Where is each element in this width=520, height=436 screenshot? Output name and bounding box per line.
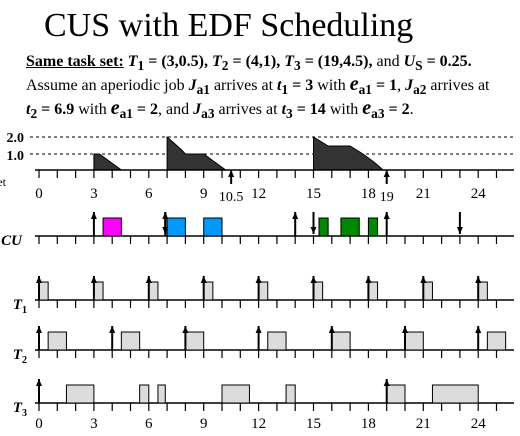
budget-tick-label: 0 bbox=[35, 186, 43, 202]
job-box bbox=[331, 331, 351, 351]
release-arrow-head bbox=[383, 212, 390, 219]
release-arrow-head bbox=[90, 276, 97, 283]
bottom-tick-label: 0 bbox=[35, 416, 43, 432]
job-box bbox=[203, 281, 214, 301]
job-box bbox=[422, 281, 433, 301]
budget-arrow-10-5-head bbox=[228, 170, 235, 177]
budget-shape-3 bbox=[313, 136, 385, 171]
bottom-tick-label: 24 bbox=[471, 416, 487, 432]
release-arrow-head bbox=[36, 379, 42, 386]
aperiodic-line-1: Assume an aperiodic job Ja1 arrives at t… bbox=[26, 73, 490, 98]
budget-tick-label: 12 bbox=[251, 186, 266, 202]
t2-symbol: T bbox=[212, 53, 222, 70]
job-box bbox=[267, 331, 287, 351]
bottom-tick-label: 12 bbox=[251, 416, 266, 432]
slide-title: CUS with EDF Scheduling bbox=[44, 7, 414, 44]
job-box bbox=[221, 384, 250, 404]
release-arrow-head bbox=[475, 276, 482, 283]
budget-tick-10-5: 10.5 bbox=[219, 190, 244, 205]
release-arrow-head bbox=[310, 276, 317, 283]
release-arrow-head bbox=[402, 326, 408, 333]
budget-label-2: 2.0 bbox=[7, 131, 25, 146]
budget-shape-1 bbox=[93, 153, 123, 171]
job-box bbox=[431, 384, 479, 404]
row-label-t3: T bbox=[13, 400, 23, 416]
job-box bbox=[157, 384, 166, 404]
job-box bbox=[367, 217, 379, 237]
job-box bbox=[340, 217, 360, 237]
release-arrow-head bbox=[328, 326, 335, 333]
release-arrow-head bbox=[90, 212, 97, 219]
release-arrow-head bbox=[475, 326, 482, 333]
row-label-sub: 2 bbox=[22, 355, 27, 366]
job-box bbox=[38, 281, 49, 301]
t1-symbol: T bbox=[127, 53, 138, 70]
task-set-line: Same task set: T1 = (3,0.5), T2 = (4,1),… bbox=[26, 53, 472, 74]
deadline-arrow-head bbox=[456, 227, 463, 234]
job-box bbox=[93, 281, 104, 301]
job-box bbox=[203, 217, 223, 237]
t3-symbol: T bbox=[284, 53, 295, 70]
row-label-cu: CU bbox=[1, 233, 23, 249]
job-box bbox=[386, 384, 406, 404]
budget-tick-19: 19 bbox=[380, 190, 394, 205]
budget-tick-label: 18 bbox=[361, 186, 376, 202]
job-box bbox=[184, 331, 205, 351]
bottom-tick-label: 9 bbox=[200, 416, 208, 432]
release-arrow-head bbox=[109, 326, 116, 333]
release-arrow-head bbox=[420, 276, 427, 283]
budget-tick-label: 3 bbox=[90, 186, 98, 202]
release-arrow-head bbox=[182, 326, 189, 333]
budget-left-label: et bbox=[0, 175, 7, 189]
job-box bbox=[367, 281, 379, 301]
release-arrow-head bbox=[36, 276, 42, 283]
job-box bbox=[477, 281, 488, 301]
deadline-arrow-head bbox=[310, 227, 317, 234]
budget-tick-label: 21 bbox=[416, 186, 431, 202]
release-arrow-head bbox=[383, 379, 390, 386]
bottom-tick-label: 18 bbox=[361, 416, 376, 432]
job-box bbox=[65, 384, 95, 404]
row-label-t1: T bbox=[13, 297, 23, 313]
budget-tick-label: 24 bbox=[471, 186, 487, 202]
job-box bbox=[102, 217, 122, 237]
us-symbol: U bbox=[403, 53, 416, 70]
bottom-tick-label: 6 bbox=[145, 416, 153, 432]
bottom-tick-label: 3 bbox=[90, 416, 98, 432]
row-label-t2: T bbox=[13, 347, 23, 363]
budget-arrow-19-head bbox=[383, 170, 390, 177]
job-box bbox=[139, 384, 150, 404]
job-box bbox=[166, 217, 186, 237]
job-box bbox=[486, 331, 507, 351]
bottom-tick-label: 21 bbox=[416, 416, 431, 432]
release-arrow-head bbox=[365, 276, 372, 283]
release-arrow-head bbox=[36, 326, 42, 333]
job-box bbox=[313, 281, 324, 301]
job-box bbox=[258, 281, 269, 301]
release-arrow-head bbox=[145, 276, 152, 283]
job-box bbox=[318, 217, 329, 237]
job-box bbox=[285, 384, 296, 404]
job-box bbox=[404, 331, 424, 351]
budget-tick-label: 9 bbox=[200, 186, 208, 202]
job-box bbox=[148, 281, 159, 301]
budget-label-1: 1.0 bbox=[7, 149, 25, 164]
same-task-set-label: Same task set: bbox=[26, 53, 124, 70]
budget-tick-label: 15 bbox=[306, 186, 321, 202]
release-arrow-head bbox=[255, 326, 262, 333]
aperiodic-line-2: t2 = 6.9 with ea1 = 2, and Ja3 arrives a… bbox=[26, 97, 414, 122]
bottom-tick-label: 15 bbox=[306, 416, 321, 432]
release-arrow-head bbox=[292, 212, 299, 219]
row-label-sub: 3 bbox=[22, 408, 27, 419]
release-arrow-head bbox=[200, 276, 207, 283]
job-box bbox=[47, 331, 67, 351]
row-label-sub: 1 bbox=[22, 305, 27, 316]
release-arrow-head bbox=[255, 276, 262, 283]
deadline-arrow-head bbox=[162, 227, 169, 234]
budget-tick-label: 6 bbox=[145, 186, 153, 202]
job-box bbox=[120, 331, 141, 351]
